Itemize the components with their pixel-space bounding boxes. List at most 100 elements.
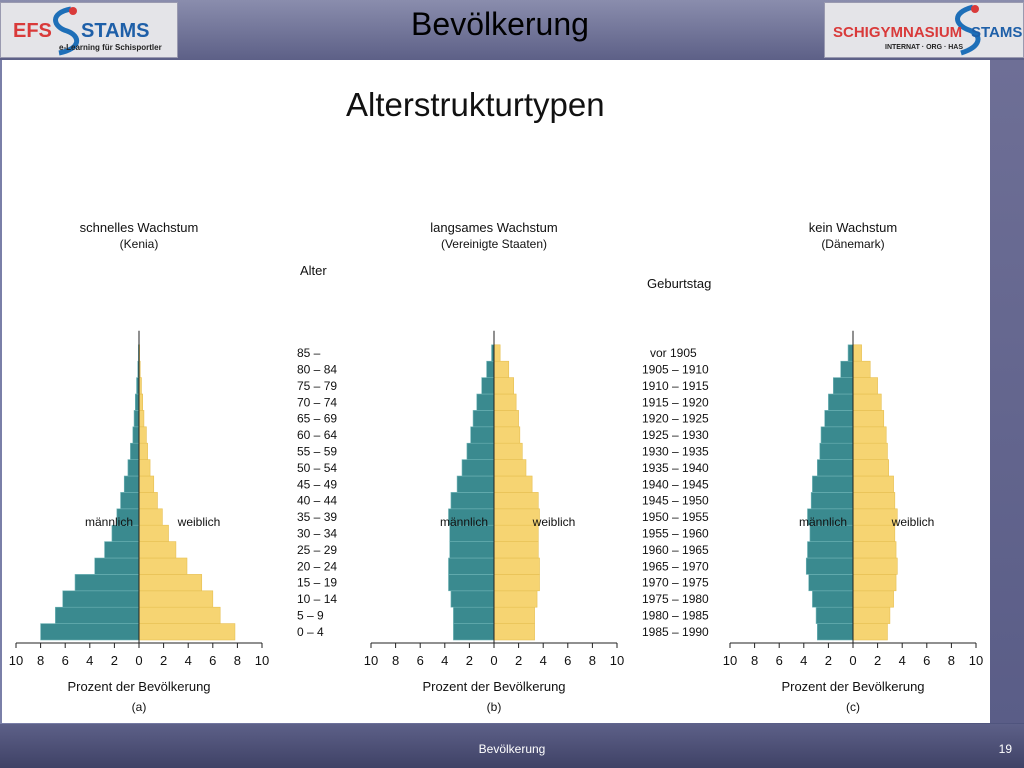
chart-2-bar-male-17: [847, 344, 854, 362]
chart-0-bar-male-3: [74, 574, 140, 592]
chart-1-bar-female-11: [493, 442, 523, 460]
chart-1-bar-female-17: [493, 344, 501, 362]
chart-2-bar-female-12: [852, 426, 887, 444]
age-label-5: 60 – 64: [297, 428, 337, 442]
chart-1-bar-male-3: [448, 574, 495, 592]
birth-label-9: 1945 – 1950: [642, 494, 709, 508]
chart-0-xlabel: Prozent der Bevölkerung: [67, 679, 210, 694]
chart-2-bar-male-0: [817, 623, 854, 641]
age-label-11: 30 – 34: [297, 527, 337, 541]
chart-2-bar-male-1: [815, 606, 854, 624]
birth-label-14: 1970 – 1975: [642, 576, 709, 590]
chart-0-bar-female-11: [138, 442, 148, 460]
chart-2-x-tick-label-5: 0: [849, 653, 856, 668]
chart-2-label-male: männlich: [799, 515, 847, 529]
chart-2-subtitle: (Dänemark): [821, 237, 884, 251]
chart-0-panel-label: (a): [132, 700, 147, 714]
chart-1-bar-male-0: [453, 623, 495, 641]
chart-2-label-female: weiblich: [891, 515, 935, 529]
chart-2-x-tick-label-4: 2: [825, 653, 832, 668]
chart-0-x-tick-label-6: 2: [160, 653, 167, 668]
chart-1-x-tick-label-3: 4: [441, 653, 448, 668]
chart-1-bar-male-1: [453, 606, 495, 624]
chart-2-bar-female-14: [852, 393, 882, 411]
birth-label-4: 1920 – 1925: [642, 412, 709, 426]
chart-2-bar-male-5: [807, 541, 854, 559]
chart-1-bar-male-5: [449, 541, 495, 559]
chart-1-bar-female-3: [493, 574, 540, 592]
chart-2-bar-male-9: [812, 475, 854, 493]
chart-2-xlabel: Prozent der Bevölkerung: [781, 679, 924, 694]
chart-2-bar-male-14: [828, 393, 854, 411]
logo-right-line2: STAMS: [971, 24, 1022, 41]
chart-0-x-tick-label-4: 2: [111, 653, 118, 668]
chart-2-bar-female-0: [852, 623, 888, 641]
chart-0-x-tick-label-10: 10: [255, 653, 269, 668]
age-axis-title: Alter: [300, 263, 327, 278]
chart-1-x-tick-label-1: 8: [392, 653, 399, 668]
chart-0-bar-female-5: [138, 541, 177, 559]
page-number: 19: [998, 742, 1012, 756]
slide-title: Alterstrukturtypen: [346, 86, 605, 123]
chart-1-bar-female-16: [493, 360, 510, 378]
population-pyramids-chart: schnelles Wachstum (Kenia) 10 8 6 4 2 0 2 4 6 8 10 Pr…: [9, 220, 983, 714]
chart-2-bar-male-4: [805, 557, 854, 575]
chart-2-bar-male-12: [820, 426, 854, 444]
chart-1-bar-male-11: [466, 442, 495, 460]
birth-label-17: 1985 – 1990: [642, 625, 709, 639]
chart-0-x-tick-label-7: 4: [185, 653, 192, 668]
chart-2-bar-female-7: [852, 508, 898, 526]
chart-1-bar-female-6: [493, 524, 539, 542]
chart-2-bar-male-13: [824, 410, 854, 428]
chart-0-bar-male-0: [40, 623, 140, 641]
chart-1-bar-female-1: [493, 606, 535, 624]
age-label-6: 55 – 59: [297, 445, 337, 459]
chart-1-bar-female-10: [493, 459, 527, 477]
chart-1-label-male: männlich: [440, 515, 488, 529]
chart-1-panel-label: (b): [487, 700, 502, 714]
logo-left-tagline: e-Learning für Schisportler: [59, 43, 162, 52]
chart-2-bar-female-4: [852, 557, 898, 575]
birth-label-8: 1940 – 1945: [642, 477, 709, 491]
chart-1-x-tick-label-9: 8: [589, 653, 596, 668]
age-label-2: 75 – 79: [297, 379, 337, 393]
age-label-4: 65 – 69: [297, 412, 337, 426]
chart-1-bar-male-13: [472, 410, 495, 428]
chart-2-x-tick-label-10: 10: [969, 653, 983, 668]
chart-2-bar-male-15: [833, 377, 854, 395]
chart-1-bar-male-15: [481, 377, 495, 395]
chart-2-x-tick-label-0: 10: [723, 653, 737, 668]
age-label-17: 0 – 4: [297, 625, 324, 639]
chart-2-panel-label: (c): [846, 700, 860, 714]
birth-label-1: 1905 – 1910: [642, 363, 709, 377]
chart-0-bar-male-1: [55, 606, 140, 624]
chart-0-bar-male-14: [135, 393, 140, 411]
chart-1-xlabel: Prozent der Bevölkerung: [422, 679, 565, 694]
chart-1-bar-female-9: [493, 475, 533, 493]
chart-2-title: kein Wachstum: [809, 220, 897, 235]
age-label-10: 35 – 39: [297, 510, 337, 524]
chart-2-bar-female-2: [852, 590, 894, 608]
chart-0-bar-male-11: [130, 442, 140, 460]
age-label-8: 45 – 49: [297, 477, 337, 491]
header-title: Bevölkerung: [411, 6, 589, 42]
chart-1-bar-female-12: [493, 426, 521, 444]
birth-label-13: 1965 – 1970: [642, 559, 709, 573]
chart-0-bar-female-8: [138, 492, 158, 510]
chart-0-bar-male-9: [123, 475, 140, 493]
chart-0-x-tick-label-8: 6: [209, 653, 216, 668]
chart-2-x-tick-label-8: 6: [923, 653, 930, 668]
chart-0-bar-female-13: [138, 410, 145, 428]
chart-2-x-tick-label-6: 2: [874, 653, 881, 668]
age-label-0: 85 –: [297, 346, 321, 360]
chart-0-bar-female-3: [138, 574, 203, 592]
birth-label-16: 1980 – 1985: [642, 609, 709, 623]
birth-label-7: 1935 – 1940: [642, 461, 709, 475]
chart-0-label-male: männlich: [85, 515, 133, 529]
chart-1-bar-female-13: [493, 410, 519, 428]
age-label-9: 40 – 44: [297, 494, 337, 508]
chart-0-x-tick-label-9: 8: [234, 653, 241, 668]
chart-2-bar-female-3: [852, 574, 897, 592]
birth-label-2: 1910 – 1915: [642, 379, 709, 393]
chart-2-bar-female-16: [852, 360, 871, 378]
